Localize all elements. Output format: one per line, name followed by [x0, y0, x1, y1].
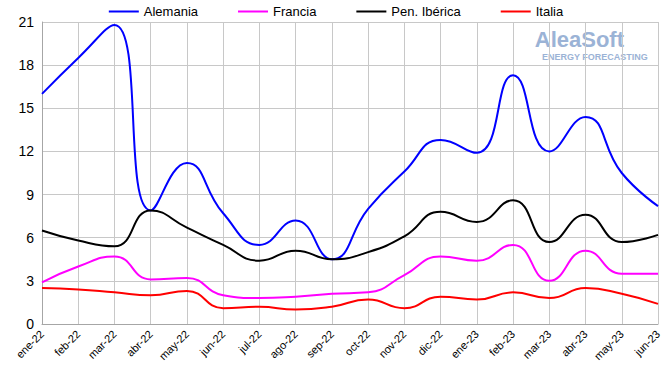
svg-text:jun-22: jun-22	[197, 328, 228, 359]
svg-text:Francia: Francia	[273, 4, 317, 19]
svg-text:15: 15	[18, 100, 34, 116]
svg-text:21: 21	[18, 14, 34, 30]
svg-text:jun-23: jun-23	[631, 328, 662, 359]
svg-text:Pen. Ibérica: Pen. Ibérica	[391, 4, 461, 19]
svg-text:12: 12	[18, 143, 34, 159]
svg-text:Italia: Italia	[536, 4, 564, 19]
svg-text:sep-22: sep-22	[304, 328, 336, 360]
svg-text:may-22: may-22	[157, 328, 191, 362]
svg-text:ago-22: ago-22	[267, 328, 300, 361]
svg-text:mar-23: mar-23	[520, 328, 553, 361]
svg-text:feb-23: feb-23	[487, 328, 518, 359]
svg-text:ene-22: ene-22	[14, 328, 47, 361]
svg-text:mar-22: mar-22	[86, 328, 119, 361]
svg-text:ENERGY FORECASTING: ENERGY FORECASTING	[542, 52, 648, 62]
svg-text:0: 0	[26, 316, 34, 332]
svg-text:feb-22: feb-22	[52, 328, 83, 359]
svg-text:nov-22: nov-22	[376, 328, 408, 360]
svg-text:oct-22: oct-22	[342, 328, 372, 358]
svg-text:dic-22: dic-22	[415, 328, 445, 358]
svg-text:abr-23: abr-23	[559, 328, 590, 359]
svg-text:AleaSoft: AleaSoft	[535, 27, 625, 52]
svg-text:9: 9	[26, 187, 34, 203]
svg-text:Alemania: Alemania	[144, 4, 199, 19]
svg-text:18: 18	[18, 57, 34, 73]
svg-text:3: 3	[26, 273, 34, 289]
svg-text:jul-22: jul-22	[235, 328, 263, 356]
svg-text:may-23: may-23	[592, 328, 626, 362]
svg-text:6: 6	[26, 230, 34, 246]
svg-text:ene-23: ene-23	[448, 328, 481, 361]
svg-text:abr-22: abr-22	[124, 328, 155, 359]
